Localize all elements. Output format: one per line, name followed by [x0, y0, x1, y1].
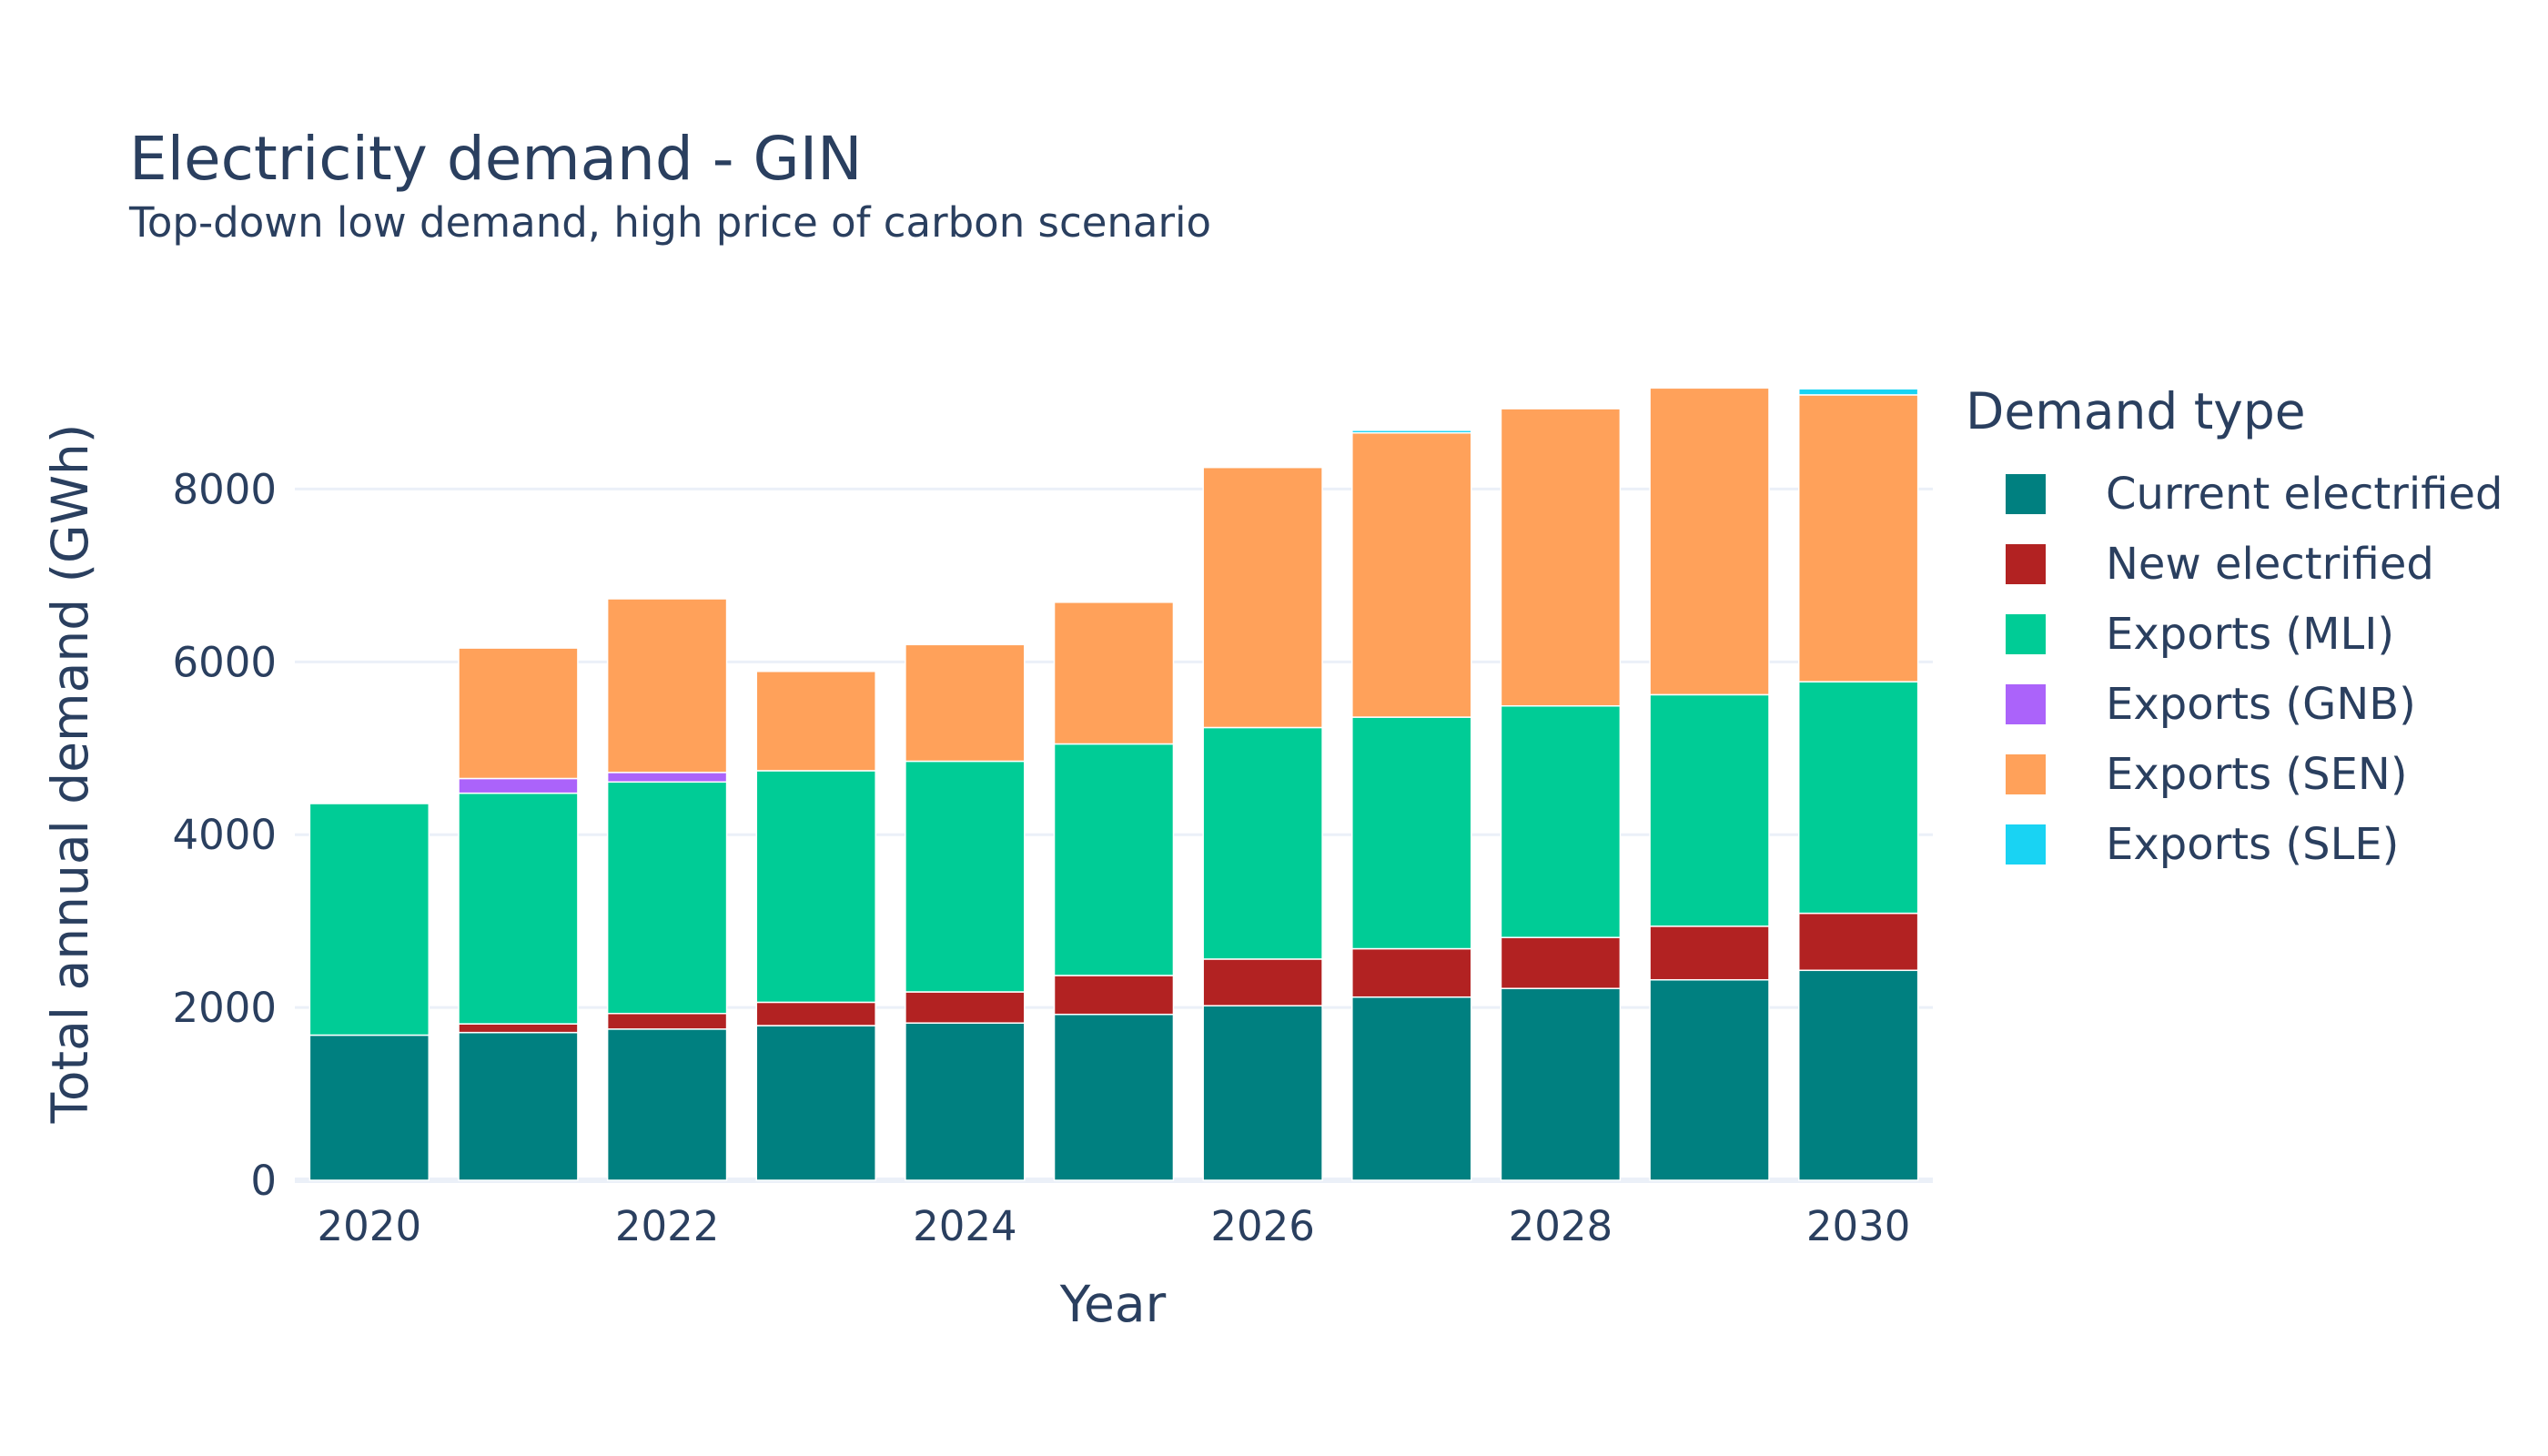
legend-swatch [2006, 753, 2046, 794]
bar-segment[interactable] [1351, 430, 1472, 434]
y-tick-label: 8000 [172, 465, 277, 513]
x-tick-label: 2022 [615, 1202, 720, 1250]
legend-swatch [2006, 824, 2046, 864]
legend-item[interactable]: New electrified [1966, 529, 2502, 599]
legend-label: New electrified [2106, 538, 2434, 590]
bar-segment[interactable] [606, 1028, 728, 1181]
bar-segment[interactable] [606, 781, 728, 1015]
bar-segment[interactable] [1053, 1013, 1175, 1181]
bar-segment[interactable] [1202, 466, 1323, 729]
bar-segment[interactable] [1649, 978, 1770, 1181]
legend-swatch [2006, 683, 2046, 724]
x-axis-label: Year [1059, 1275, 1167, 1333]
bar-segment[interactable] [1797, 394, 1919, 682]
bar-segment[interactable] [1500, 987, 1622, 1181]
bar-segment[interactable] [1797, 388, 1919, 396]
bar-segment[interactable] [755, 770, 876, 1004]
bar-segment[interactable] [308, 803, 430, 1036]
bar-segment[interactable] [1351, 947, 1472, 998]
bar-segment[interactable] [1053, 975, 1175, 1016]
bar-segment[interactable] [1351, 716, 1472, 950]
legend-swatch [2006, 613, 2046, 654]
legend-label: Exports (MLI) [2106, 608, 2395, 660]
legend-swatch [2006, 473, 2046, 514]
bar-segment[interactable] [1500, 936, 1622, 989]
legend-label: Exports (SEN) [2106, 748, 2408, 800]
bar-stack-layer [308, 387, 1919, 1181]
bar-segment[interactable] [458, 777, 579, 794]
legend-item[interactable]: Exports (GNB) [1966, 669, 2502, 739]
bar-segment[interactable] [905, 643, 1026, 763]
bar-segment[interactable] [1649, 693, 1770, 927]
bar-segment[interactable] [905, 760, 1026, 993]
bar-segment[interactable] [755, 1001, 876, 1026]
legend-items: Current electrified New electrified Export… [1966, 459, 2502, 879]
bar-segment[interactable] [606, 1013, 728, 1030]
bar-segment[interactable] [458, 1023, 579, 1034]
legend: Demand type Current electrified New elect… [1966, 382, 2502, 879]
legend-title: Demand type [1966, 382, 2306, 440]
x-axis: 2020 2022 2024 2026 2028 2030 [318, 1202, 1911, 1250]
bar-segment[interactable] [905, 991, 1026, 1024]
legend-item[interactable]: Exports (MLI) [1966, 599, 2502, 669]
bar-segment[interactable] [1202, 958, 1323, 1006]
bar-segment[interactable] [1053, 743, 1175, 976]
chart-subtitle: Top-down low demand, high price of carbo… [129, 198, 1212, 247]
bar-segment[interactable] [1500, 408, 1622, 707]
chart-title: Electricity demand - GIN [129, 124, 863, 194]
bar-segment[interactable] [1797, 969, 1919, 1181]
bar-segment[interactable] [606, 598, 728, 774]
bar-segment[interactable] [905, 1022, 1026, 1181]
legend-item[interactable]: Exports (SLE) [1966, 809, 2502, 879]
y-tick-label: 2000 [172, 984, 277, 1032]
y-tick-label: 0 [250, 1157, 277, 1205]
y-axis: 0 2000 4000 6000 8000 [172, 465, 277, 1205]
bar-segment[interactable] [1053, 602, 1175, 745]
bar-segment[interactable] [755, 1025, 876, 1181]
x-tick-label: 2020 [318, 1202, 422, 1250]
bar-segment[interactable] [458, 647, 579, 780]
bar-segment[interactable] [1797, 681, 1919, 915]
bar-segment[interactable] [606, 772, 728, 784]
legend-label: Current electrified [2106, 468, 2503, 520]
legend-swatch [2006, 543, 2046, 584]
x-tick-label: 2028 [1509, 1202, 1613, 1250]
legend-item[interactable]: Current electrified [1966, 459, 2502, 529]
legend-label: Exports (SLE) [2106, 818, 2400, 870]
x-tick-label: 2030 [1806, 1202, 1911, 1250]
y-axis-label: Total annual demand (GWh) [41, 424, 99, 1125]
bar-segment[interactable] [308, 1034, 430, 1181]
y-tick-label: 6000 [172, 638, 277, 686]
y-tick-label: 4000 [172, 811, 277, 859]
bar-segment[interactable] [1202, 1005, 1323, 1181]
bar-segment[interactable] [1202, 726, 1323, 960]
bar-segment[interactable] [1649, 925, 1770, 981]
x-tick-label: 2024 [913, 1202, 1017, 1250]
bar-segment[interactable] [1797, 912, 1919, 972]
bar-segment[interactable] [1351, 996, 1472, 1181]
bar-segment[interactable] [1500, 704, 1622, 938]
x-tick-label: 2026 [1210, 1202, 1315, 1250]
legend-label: Exports (GNB) [2106, 678, 2416, 730]
bar-segment[interactable] [755, 671, 876, 772]
bar-segment[interactable] [1351, 431, 1472, 718]
bar-segment[interactable] [458, 792, 579, 1025]
bar-segment[interactable] [458, 1031, 579, 1181]
legend-item[interactable]: Exports (SEN) [1966, 739, 2502, 809]
bar-segment[interactable] [1649, 387, 1770, 696]
